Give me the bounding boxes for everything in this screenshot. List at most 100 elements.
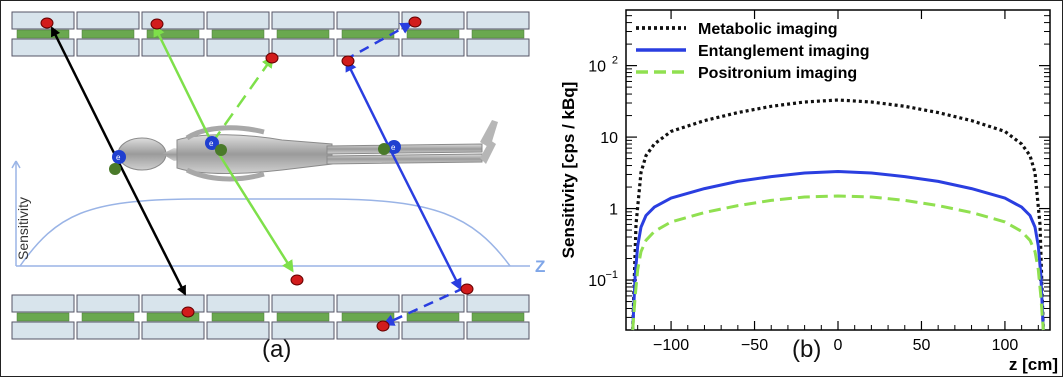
x-tick-label: 50 (913, 337, 931, 354)
scintillator-strip (341, 312, 395, 322)
x-tick-label: −50 (741, 337, 768, 354)
positron-label: e (209, 139, 214, 148)
positronium-line-down (210, 142, 294, 273)
y-tick-label: 1 (609, 202, 618, 219)
scintillator-strip (211, 312, 265, 322)
scintillator-strip (16, 29, 70, 39)
detector-module (206, 321, 270, 340)
scintillator-strip (471, 312, 525, 322)
x-ticks: −100 −50 0 50 100 (637, 10, 1039, 354)
detector-module (206, 38, 270, 57)
positronium-line-up (153, 24, 214, 144)
gamma-hit-icon (40, 17, 54, 29)
positron-electron-pair-1: e (109, 150, 126, 175)
scintillator-strip (16, 312, 70, 322)
z-label: Z (535, 257, 545, 276)
detector-module (206, 294, 270, 313)
detector-module (336, 321, 400, 340)
scintillator-strip (146, 312, 200, 322)
detector-ring-bottom (11, 294, 530, 340)
leg-upper (326, 143, 483, 155)
detector-module (76, 294, 140, 313)
sensitivity-axis-arrow-icon (11, 160, 21, 169)
series-line (631, 194, 1045, 331)
y-tick-label: 10 (600, 130, 618, 147)
y-axis-label: Sensitivity [cps / kBq] (559, 82, 578, 259)
detector-module (336, 294, 400, 313)
y-tick-label: 10 (588, 59, 606, 76)
arm-lower (185, 167, 265, 182)
electron-icon (109, 163, 121, 175)
positron-icon (387, 140, 401, 154)
series-line (631, 170, 1045, 331)
foot-lower (480, 140, 496, 164)
detector-module (466, 321, 530, 340)
positron-icon (205, 136, 219, 150)
detector-module (271, 38, 335, 57)
detector-module (401, 321, 465, 340)
x-tick-label: 100 (992, 337, 1019, 354)
series-lines (631, 98, 1045, 331)
detector-module (76, 38, 140, 57)
sensitivity-curve (19, 198, 511, 267)
arm-upper (185, 125, 265, 141)
scintillator-strip (471, 29, 525, 39)
legend-entry: Metabolic imaging (698, 21, 838, 38)
detector-module (401, 38, 465, 57)
detector-module (466, 294, 530, 313)
panel-a-caption: (a) (262, 336, 292, 363)
scintillator-strip (146, 29, 200, 39)
legend-entry: Positronium imaging (698, 65, 857, 82)
positron-label: e (116, 153, 121, 162)
neck (162, 148, 180, 161)
scintillator-strip (341, 29, 395, 39)
positron-electron-pair-2: e (205, 136, 227, 156)
positron-icon (112, 150, 126, 164)
metabolic-line-down (115, 158, 187, 296)
x-axis-label: z [cm] (1009, 355, 1058, 374)
panel-a-scanner-diagram: Sensitivity Z (2, 2, 550, 372)
torso (176, 134, 333, 174)
gamma-hit-icon (150, 18, 164, 30)
sensitivity-label: Sensitivity (15, 197, 31, 260)
scintillator-strip (211, 29, 265, 39)
scintillator-strip (276, 29, 330, 39)
foot-upper (480, 120, 498, 148)
scintillator-strip (406, 29, 460, 39)
emission-lines (50, 22, 465, 326)
y-tick-exponent: 2 (612, 55, 618, 67)
entanglement-scatter-bottom (382, 286, 465, 326)
gamma-hit-icon (376, 320, 390, 332)
detector-module (11, 321, 75, 340)
entanglement-line-up (345, 59, 392, 150)
scintillator-strip (406, 312, 460, 322)
detector-module (141, 294, 205, 313)
x-tick-label: −100 (653, 337, 689, 354)
detector-module (141, 321, 205, 340)
detector-module (466, 11, 530, 30)
detector-module (271, 294, 335, 313)
detector-module (271, 11, 335, 30)
series-line (631, 98, 1045, 331)
metabolic-line-up (50, 26, 119, 160)
positron-electron-pair-3: e (378, 140, 401, 155)
detector-module (271, 321, 335, 340)
positron-label: e (391, 143, 396, 152)
scintillator-strip (276, 312, 330, 322)
gamma-hit-icon (181, 306, 195, 318)
detector-module (141, 38, 205, 57)
legend-entry: Entanglement imaging (698, 43, 870, 60)
detector-module (336, 11, 400, 30)
legend: Metabolic imaging Entanglement imaging Pos… (636, 21, 870, 82)
gamma-hit-icon (408, 16, 422, 28)
gamma-hit-icon (265, 52, 279, 64)
leg-lower (326, 153, 483, 165)
entanglement-line-down (388, 148, 462, 291)
electron-icon (378, 143, 390, 155)
entanglement-scatter-top (344, 22, 413, 62)
detector-ring-top (11, 11, 530, 57)
detection-hits (40, 16, 474, 332)
positronium-gamma-prompt (210, 55, 274, 144)
